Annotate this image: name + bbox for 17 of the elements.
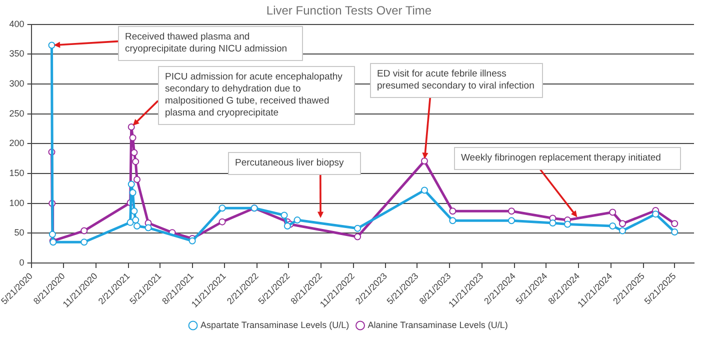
annotation: PICU admission for acute encephalopathy secondary to dehydration due to malpositioned G tube, received thawed plasma and cryoprecipitate — [165, 71, 343, 118]
y-tick-label: 150 — [9, 168, 24, 178]
y-tick-label: 350 — [9, 48, 24, 59]
annotation: Received thawed plasma and cryoprecipitate during NICU admission — [125, 31, 288, 54]
legend-label: Alanine Transaminase Levels (U/L) — [368, 320, 508, 330]
y-tick-label: 300 — [9, 78, 24, 89]
legend-label: Aspartate Transaminase Levels (U/L) — [200, 320, 350, 330]
y-tick-label: 400 — [9, 18, 24, 29]
y-tick-label: 50 — [14, 228, 24, 238]
y-tick-label: 250 — [9, 108, 24, 118]
annotation: Weekly fibrinogen replacement therapy initiated — [461, 152, 661, 164]
annotation: Percutaneous liver biopsy — [235, 157, 344, 168]
y-tick-label: 0 — [19, 257, 24, 268]
y-tick-label: 200 — [9, 138, 24, 148]
annotation: ED visit for acute febrile illness presumed secondary to viral infection — [377, 68, 534, 92]
y-tick-label: 100 — [9, 198, 24, 208]
chart-title: Liver Function Tests Over Time — [266, 4, 432, 18]
